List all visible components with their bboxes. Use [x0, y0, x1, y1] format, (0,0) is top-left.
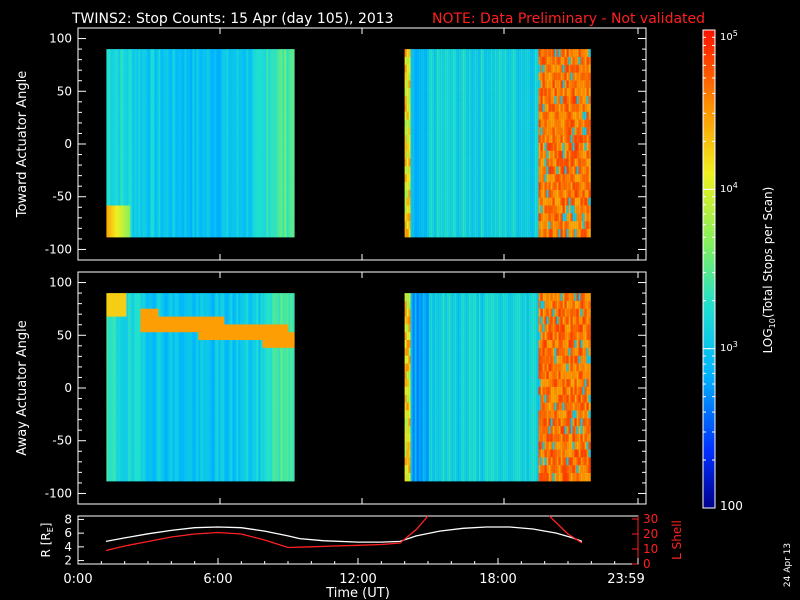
away-heatmap [106, 293, 591, 482]
y-tick-label: -100 [45, 242, 72, 256]
colorbar-scale [702, 29, 716, 509]
y-tick-label: 0 [64, 381, 72, 395]
y-tick-label: -50 [52, 190, 72, 204]
time-tick-label: 18:00 [479, 572, 516, 587]
y-tick-label: -50 [52, 434, 72, 448]
y-tick-label: 50 [57, 328, 72, 342]
radius-line [105, 526, 583, 543]
ephemeris-lines [105, 515, 583, 552]
radius-tick-label: 4 [64, 540, 72, 554]
time-tick-label: 23:59 [607, 572, 644, 587]
y-tick-label: 100 [49, 276, 72, 290]
y-tick-label: 100 [49, 32, 72, 46]
time-tick-label: 0:00 [63, 572, 92, 587]
date-stamp: 24 Apr 13 [783, 543, 793, 587]
toward-y-axis: 100 50 0 -50 -100 [45, 28, 646, 260]
colorbar-label: LOG10(Total Stops per Scan) [761, 187, 777, 354]
lshell-tick-label: 0 [643, 557, 651, 571]
away-y-axis: 100 50 0 -50 -100 [45, 272, 646, 504]
radius-tick-label: 6 [64, 526, 72, 540]
away-angle-panel: 100 50 0 -50 -100 Away Actuator Angle [15, 271, 647, 505]
radius-tick-label: 8 [64, 512, 72, 526]
time-axis-label: Time (UT) [325, 586, 390, 600]
lshell-axis-label: L Shell [670, 520, 684, 560]
away-ylabel: Away Actuator Angle [15, 320, 30, 455]
chart-title: TWINS2: Stop Counts: 15 Apr (day 105), 2… [71, 11, 394, 27]
lshell-tick-label: 10 [643, 542, 658, 556]
toward-heatmap [106, 49, 591, 238]
time-tick-label: 12:00 [339, 572, 376, 587]
lshell-tick-label: 20 [643, 527, 658, 541]
colorbar-tick-1e5: 105 [720, 29, 738, 43]
y-tick-label: 50 [57, 84, 72, 98]
preliminary-note: NOTE: Data Preliminary - Not validated [432, 11, 705, 27]
y-tick-label: 0 [64, 137, 72, 151]
lshell-line-2 [548, 515, 583, 544]
radius-axis-label: R [RE] [39, 523, 55, 558]
toward-ylabel: Toward Actuator Angle [15, 71, 30, 218]
radius-tick-label: 2 [64, 554, 72, 568]
colorbar: 105 104 103 100 LOG10(Total Stops per Sc… [702, 29, 777, 513]
ephemeris-frame [77, 515, 639, 565]
colorbar-tick-100: 100 [720, 499, 743, 513]
colorbar-ticks [703, 36, 715, 509]
time-tick-label: 6:00 [203, 572, 232, 587]
y-tick-label: -100 [45, 486, 72, 500]
toward-angle-panel: 100 50 0 -50 -100 Toward Actuator Angle [15, 27, 647, 261]
lshell-tick-label: 30 [643, 512, 658, 526]
lshell-line-1 [105, 515, 429, 552]
colorbar-tick-1e3: 103 [720, 340, 738, 354]
colorbar-tick-1e4: 104 [720, 181, 738, 195]
